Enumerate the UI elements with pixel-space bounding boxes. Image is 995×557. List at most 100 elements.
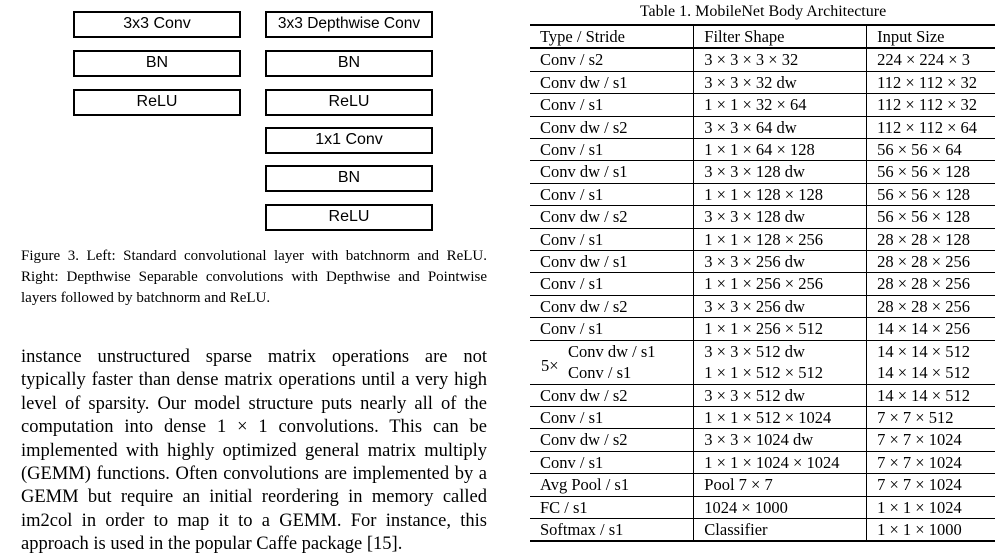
cell-input-size: 14 × 14 × 256 <box>866 317 995 341</box>
cell-filter-shape: Classifier <box>693 518 867 542</box>
table-row: Softmax / s1 Classifier 1 × 1 × 1000 <box>530 518 995 542</box>
left-bn-box: BN <box>73 50 241 77</box>
table-row: Conv dw / s1 3 × 3 × 32 dw 112 × 112 × 32 <box>530 71 995 94</box>
table-row: Conv / s1 1 × 1 × 128 × 128 56 × 56 × 128 <box>530 183 995 206</box>
cell-input-size: 224 × 224 × 3 <box>866 48 995 72</box>
table-row: Conv dw / s1 3 × 3 × 128 dw 56 × 56 × 128 <box>530 160 995 184</box>
cell-type-stride: Softmax / s1 <box>540 519 624 539</box>
cell-input-size: 28 × 28 × 256 <box>866 295 995 318</box>
cell-filter-shape: 3 × 3 × 128 dw <box>693 160 867 184</box>
cell-filter-shape: 3 × 3 × 3 × 32 <box>693 48 867 72</box>
table-title: Table 1. MobileNet Body Architecture <box>639 3 887 20</box>
table-row: Conv dw / s1 3 × 3 × 512 dw 14 × 14 × 512 <box>530 340 995 363</box>
cell-type-stride: Avg Pool / s1 <box>540 475 630 495</box>
cell-type-stride: Conv dw / s2 <box>540 207 628 227</box>
cell-filter-shape: 1 × 1 × 128 × 256 <box>693 228 867 251</box>
table-row: Conv / s1 1 × 1 × 128 × 256 28 × 28 × 128 <box>530 228 995 251</box>
table-row: Conv dw / s1 3 × 3 × 256 dw 28 × 28 × 256 <box>530 250 995 273</box>
header-type-stride: Type / Stride <box>540 27 625 46</box>
table-row: Conv / s2 3 × 3 × 3 × 32 224 × 224 × 3 <box>530 48 995 72</box>
header-input-size: Input Size <box>866 25 995 49</box>
cell-filter-shape: 3 × 3 × 256 dw <box>693 295 867 318</box>
cell-type-stride: Conv / s1 <box>540 452 604 472</box>
cell-input-size: 56 × 56 × 64 <box>866 138 995 161</box>
cell-filter-shape: 3 × 3 × 256 dw <box>693 250 867 273</box>
table-row: Conv / s1 1 × 1 × 1024 × 1024 7 × 7 × 1024 <box>530 451 995 474</box>
cell-type-stride: Conv / s1 <box>540 95 604 115</box>
table-row: Conv / s1 1 × 1 × 256 × 512 14 × 14 × 256 <box>530 317 995 341</box>
cell-input-size: 14 × 14 × 512 <box>866 362 995 384</box>
table-row: Conv dw / s2 3 × 3 × 512 dw 14 × 14 × 512 <box>530 384 995 407</box>
cell-input-size: 1 × 1 × 1024 <box>866 496 995 519</box>
cell-type-stride: Conv / s1 <box>540 140 604 160</box>
right-depthwise-conv-box: 3x3 Depthwise Conv <box>265 11 433 38</box>
cell-type-stride: Conv / s1 <box>540 407 604 427</box>
cell-input-size: 14 × 14 × 512 <box>866 340 995 363</box>
cell-input-size: 56 × 56 × 128 <box>866 160 995 184</box>
table-header-row: Type / Stride Filter Shape Input Size <box>530 25 995 49</box>
cell-input-size: 112 × 112 × 32 <box>866 71 995 94</box>
table-row: Conv / s1 1 × 1 × 256 × 256 28 × 28 × 256 <box>530 272 995 296</box>
cell-filter-shape: 1 × 1 × 256 × 512 <box>693 317 867 341</box>
cell-filter-shape: 1 × 1 × 64 × 128 <box>693 138 867 161</box>
header-filter-shape: Filter Shape <box>693 25 867 49</box>
cell-input-size: 7 × 7 × 1024 <box>866 451 995 474</box>
cell-type-stride: Conv / s2 <box>540 50 604 70</box>
cell-filter-shape: 3 × 3 × 128 dw <box>693 205 867 229</box>
cell-filter-shape: Pool 7 × 7 <box>693 473 867 497</box>
table-row: Conv dw / s2 3 × 3 × 64 dw 112 × 112 × 64 <box>530 116 995 139</box>
left-relu-box: ReLU <box>73 89 241 116</box>
cell-input-size: 28 × 28 × 256 <box>866 250 995 273</box>
cell-type-stride: Conv dw / s1 <box>568 341 656 361</box>
cell-type-stride: Conv dw / s2 <box>540 430 628 450</box>
cell-input-size: 56 × 56 × 128 <box>866 183 995 206</box>
cell-type-stride: Conv dw / s2 <box>540 296 628 316</box>
cell-filter-shape: 3 × 3 × 64 dw <box>693 116 867 139</box>
table-row: FC / s1 1024 × 1000 1 × 1 × 1024 <box>530 496 995 519</box>
cell-filter-shape: 1024 × 1000 <box>693 496 867 519</box>
right-pointwise-conv-box: 1x1 Conv <box>265 127 433 154</box>
right-bn-box-1: BN <box>265 50 433 77</box>
cell-filter-shape: 3 × 3 × 512 dw <box>693 340 867 363</box>
cell-input-size: 14 × 14 × 512 <box>866 384 995 407</box>
cell-type-stride: Conv / s1 <box>568 363 632 383</box>
cell-input-size: 7 × 7 × 1024 <box>866 428 995 452</box>
right-bn-box-2: BN <box>265 165 433 192</box>
cell-input-size: 112 × 112 × 64 <box>866 116 995 139</box>
cell-filter-shape: 3 × 3 × 512 dw <box>693 384 867 407</box>
cell-input-size: 1 × 1 × 1000 <box>866 518 995 542</box>
cell-type-stride: Conv dw / s2 <box>540 117 628 137</box>
left-conv-box: 3x3 Conv <box>73 11 241 38</box>
cell-input-size: 112 × 112 × 32 <box>866 93 995 117</box>
cell-type-stride: Conv dw / s1 <box>540 162 628 182</box>
table-row: Conv dw / s2 3 × 3 × 256 dw 28 × 28 × 256 <box>530 295 995 318</box>
cell-type-stride: Conv dw / s1 <box>540 72 628 92</box>
cell-filter-shape: 1 × 1 × 1024 × 1024 <box>693 451 867 474</box>
table-row: Conv / s1 1 × 1 × 512 × 512 14 × 14 × 512 <box>530 362 995 384</box>
cell-filter-shape: 1 × 1 × 512 × 1024 <box>693 406 867 429</box>
cell-type-stride: Conv / s1 <box>540 229 604 249</box>
cell-filter-shape: 1 × 1 × 32 × 64 <box>693 93 867 117</box>
cell-filter-shape: 1 × 1 × 128 × 128 <box>693 183 867 206</box>
cell-type-stride: Conv / s1 <box>540 319 604 339</box>
architecture-table: Type / Stride Filter Shape Input Size Co… <box>530 24 995 542</box>
right-relu-box-1: ReLU <box>265 89 433 116</box>
cell-type-stride: Conv dw / s1 <box>540 252 628 272</box>
cell-type-stride: Conv / s1 <box>540 274 604 294</box>
cell-input-size: 28 × 28 × 256 <box>866 272 995 296</box>
repeat-label: 5× <box>541 356 559 375</box>
cell-input-size: 7 × 7 × 1024 <box>866 473 995 497</box>
cell-filter-shape: 3 × 3 × 1024 dw <box>693 428 867 452</box>
table-row: Conv / s1 1 × 1 × 64 × 128 56 × 56 × 64 <box>530 138 995 161</box>
cell-input-size: 7 × 7 × 512 <box>866 406 995 429</box>
table-row: Conv / s1 1 × 1 × 32 × 64 112 × 112 × 32 <box>530 93 995 117</box>
cell-filter-shape: 3 × 3 × 32 dw <box>693 71 867 94</box>
body-paragraph: instance unstructured sparse matrix oper… <box>21 347 487 555</box>
cell-type-stride: FC / s1 <box>540 497 588 517</box>
cell-filter-shape: 1 × 1 × 256 × 256 <box>693 272 867 296</box>
cell-type-stride: Conv dw / s2 <box>540 385 628 405</box>
right-relu-box-2: ReLU <box>265 204 433 231</box>
cell-filter-shape: 1 × 1 × 512 × 512 <box>693 362 867 384</box>
cell-type-stride: Conv / s1 <box>540 184 604 204</box>
